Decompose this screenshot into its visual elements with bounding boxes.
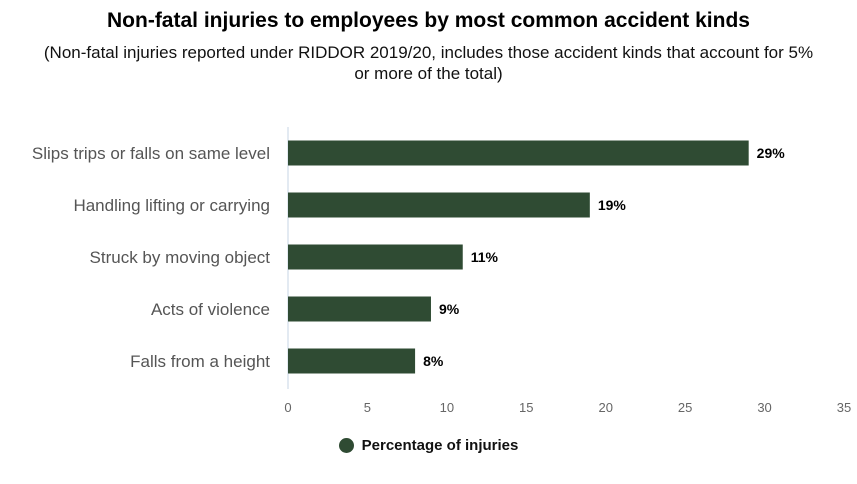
data-label: 29% [757,145,786,161]
category-label: Slips trips or falls on same level [32,144,270,163]
data-label: 8% [423,353,444,369]
x-tick-label: 25 [678,400,692,415]
legend[interactable]: Percentage of injuries [0,437,857,454]
bar[interactable] [288,244,463,270]
data-label: 11% [471,249,499,265]
x-tick-label: 5 [364,400,371,415]
x-tick-label: 10 [440,400,454,415]
data-label: 9% [439,301,460,317]
chart-title: Non-fatal injuries to employees by most … [107,9,750,32]
legend-label: Percentage of injuries [361,437,519,454]
bar[interactable] [288,140,749,166]
category-label: Acts of violence [151,300,270,319]
legend-marker [338,438,354,453]
bar[interactable] [288,348,416,374]
x-tick-label: 30 [757,400,771,415]
bar[interactable] [288,296,431,322]
bar[interactable] [288,192,590,218]
x-tick-label: 0 [284,400,291,415]
category-label: Struck by moving object [90,248,271,267]
category-label: Falls from a height [130,352,270,371]
x-tick-label: 15 [519,400,533,415]
data-label: 19% [598,197,627,213]
x-tick-label: 20 [598,400,612,415]
x-tick-label: 35 [837,400,851,415]
chart-subtitle: (Non-fatal injuries reported under RIDDO… [43,43,814,83]
category-label: Handling lifting or carrying [73,196,270,215]
